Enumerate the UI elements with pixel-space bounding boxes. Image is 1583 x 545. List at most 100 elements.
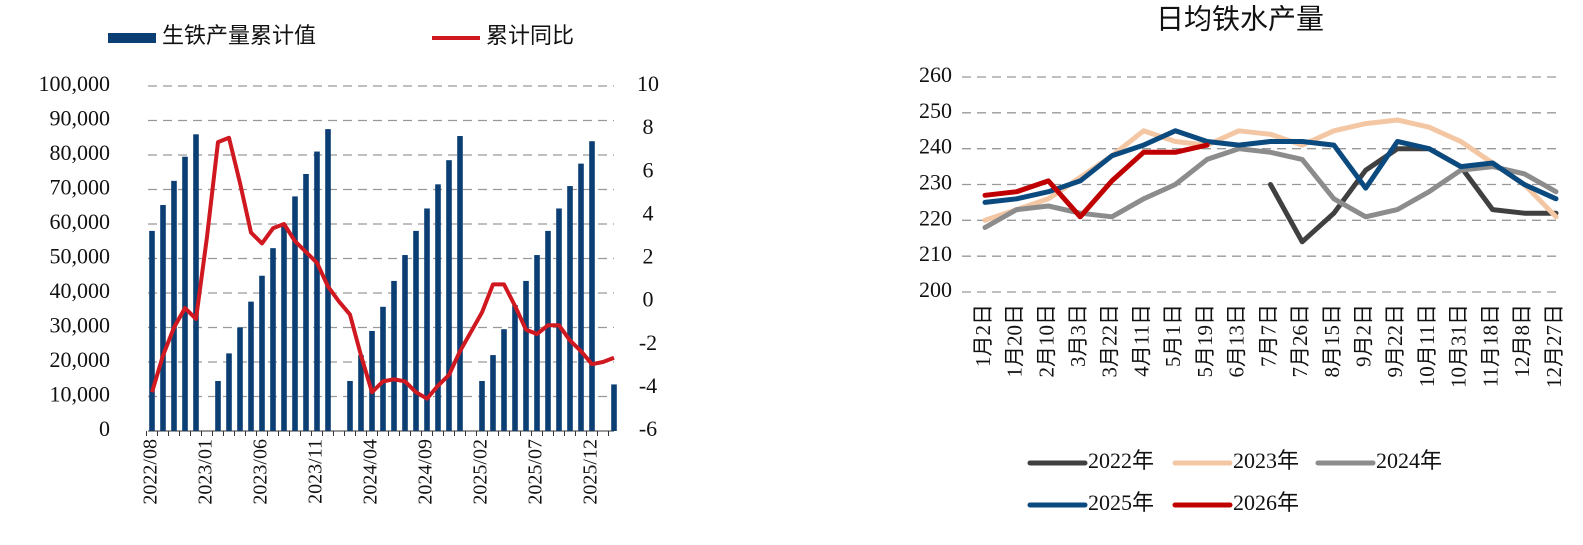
- bar: [424, 208, 430, 431]
- legend-label: 2026年: [1233, 490, 1299, 515]
- bar: [413, 230, 419, 431]
- bar: [303, 173, 309, 431]
- y-tick-label: 90,000: [50, 106, 111, 131]
- legend-label: 2025年: [1088, 490, 1154, 515]
- x-tick-label: 7月26日: [1288, 304, 1312, 378]
- y-tick-label: 50,000: [50, 244, 111, 269]
- x-tick-label: 6月13日: [1225, 304, 1249, 378]
- bar: [314, 151, 320, 432]
- bar: [193, 134, 199, 432]
- bar: [248, 301, 254, 431]
- bar: [149, 230, 155, 431]
- x-tick-label: 2025/02: [470, 439, 492, 505]
- y-tick-label: 240: [919, 134, 952, 159]
- x-tick-label: 2024/09: [415, 439, 437, 505]
- x-tick-label: 1月2日: [971, 304, 995, 367]
- y2-tick-label: -2: [639, 330, 657, 355]
- x-tick-label: 5月19日: [1193, 304, 1217, 378]
- bar: [215, 380, 221, 431]
- x-tick-label: 4月11日: [1129, 304, 1153, 377]
- bar: [512, 305, 518, 431]
- x-tick-label: 2月10日: [1034, 304, 1058, 378]
- x-tick-label: 12月27日: [1542, 304, 1566, 388]
- bar: [391, 280, 397, 431]
- legend-swatch: [108, 33, 156, 43]
- bar: [479, 380, 485, 431]
- x-tick-label: 11月18日: [1478, 304, 1502, 387]
- x-tick-label: 12月8日: [1510, 304, 1534, 378]
- x-tick-label: 2023/06: [250, 439, 272, 505]
- bar: [270, 248, 276, 431]
- y-tick-label: 0: [99, 416, 110, 441]
- y2-tick-label: 2: [643, 244, 654, 269]
- x-tick-label: 2022/08: [140, 439, 162, 505]
- bar: [171, 180, 177, 431]
- bar: [259, 275, 265, 431]
- y-tick-label: 60,000: [50, 209, 111, 234]
- y-tick-label: 100,000: [39, 71, 111, 96]
- legend-label: 2024年: [1376, 448, 1442, 473]
- line-series: [982, 142, 1210, 220]
- x-tick-label: 5月1日: [1161, 304, 1185, 367]
- legend-label: 2023年: [1233, 448, 1299, 473]
- x-tick-label: 8月15日: [1320, 304, 1344, 378]
- bar: [578, 163, 584, 431]
- bar: [534, 255, 540, 431]
- bar: [446, 160, 452, 432]
- x-tick-label: 10月11日: [1415, 304, 1439, 387]
- y-tick-label: 10,000: [50, 382, 111, 407]
- line-series: [1268, 146, 1559, 245]
- legend-label: 2022年: [1088, 448, 1154, 473]
- bar: [611, 384, 617, 431]
- bar: [292, 196, 298, 431]
- bar: [182, 156, 188, 431]
- y2-tick-label: -6: [639, 416, 657, 441]
- line-series: [982, 128, 1559, 205]
- y2-tick-label: -4: [639, 373, 657, 398]
- x-tick-label: 10月31日: [1447, 304, 1471, 388]
- y-tick-label: 20,000: [50, 347, 111, 372]
- bar: [347, 380, 353, 431]
- y-tick-label: 30,000: [50, 313, 111, 338]
- bar: [589, 141, 595, 431]
- bar: [545, 230, 551, 431]
- bar: [490, 355, 496, 431]
- bar: [160, 205, 166, 431]
- bar: [435, 184, 441, 431]
- legend-label: 生铁产量累计值: [162, 23, 316, 48]
- y-tick-label: 230: [919, 170, 952, 195]
- x-tick-label: 2024/04: [360, 439, 382, 505]
- x-tick-label: 2025/12: [580, 439, 602, 505]
- y-tick-label: 260: [919, 62, 952, 87]
- x-tick-label: 3月22日: [1098, 304, 1122, 378]
- y-tick-label: 70,000: [50, 175, 111, 200]
- line-series: [982, 117, 1559, 223]
- y-tick-label: 250: [919, 98, 952, 123]
- bar: [567, 186, 573, 431]
- y2-tick-label: 6: [643, 157, 654, 182]
- x-tick-label: 9月22日: [1383, 304, 1407, 378]
- y-tick-label: 40,000: [50, 278, 111, 303]
- bar: [281, 224, 287, 431]
- x-tick-label: 2025/07: [525, 439, 547, 505]
- x-tick-label: 7月7日: [1256, 304, 1280, 367]
- x-tick-label: 2023/01: [195, 439, 217, 505]
- bar: [226, 353, 232, 431]
- y2-tick-label: 4: [643, 200, 654, 225]
- x-tick-label: 2023/11: [305, 439, 327, 504]
- bar: [358, 355, 364, 431]
- y-tick-label: 80,000: [50, 140, 111, 165]
- bar: [523, 280, 529, 431]
- bar: [457, 136, 463, 431]
- x-tick-label: 9月2日: [1351, 304, 1375, 367]
- bar: [325, 129, 331, 431]
- chart-title: 日均铁水产量: [1156, 3, 1324, 35]
- y2-tick-label: 10: [637, 71, 659, 96]
- y-tick-label: 200: [919, 277, 952, 302]
- bar: [369, 330, 375, 431]
- bar: [501, 329, 507, 431]
- bar: [402, 255, 408, 431]
- x-tick-label: 3月3日: [1066, 304, 1090, 367]
- bar: [380, 306, 386, 431]
